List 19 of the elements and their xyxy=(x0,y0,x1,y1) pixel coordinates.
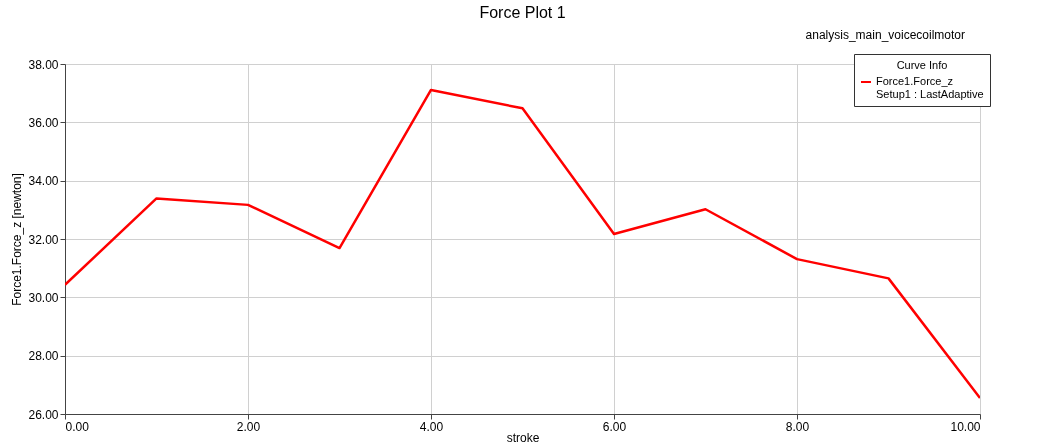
x-tick-label: 2.00 xyxy=(236,419,261,434)
x-tick-label: 10.00 xyxy=(950,419,981,434)
x-tick-label: 4.00 xyxy=(419,419,444,434)
y-tick-label: 36.00 xyxy=(28,115,59,130)
x-axis-title: stroke xyxy=(506,430,540,445)
legend-label: Force1.Force_z Setup1 : LastAdaptive xyxy=(876,75,984,100)
y-tick-label: 28.00 xyxy=(28,349,59,364)
y-tick-label: 30.00 xyxy=(28,290,59,305)
y-tick-label: 32.00 xyxy=(28,232,59,247)
y-axis-title: Force1.Force_z [newton] xyxy=(10,173,25,306)
x-tick-label: 0.00 xyxy=(65,419,90,434)
y-tick-label: 26.00 xyxy=(28,407,59,422)
chart-title: Force Plot 1 xyxy=(479,4,566,21)
x-tick-label: 6.00 xyxy=(602,419,627,434)
y-tick-label: 38.00 xyxy=(28,57,59,72)
x-tick-label: 8.00 xyxy=(785,419,810,434)
y-tick-label: 34.00 xyxy=(28,174,59,189)
legend-title: Curve Info xyxy=(896,59,948,71)
text: analysis_main_voicecoilmotor xyxy=(805,28,965,42)
